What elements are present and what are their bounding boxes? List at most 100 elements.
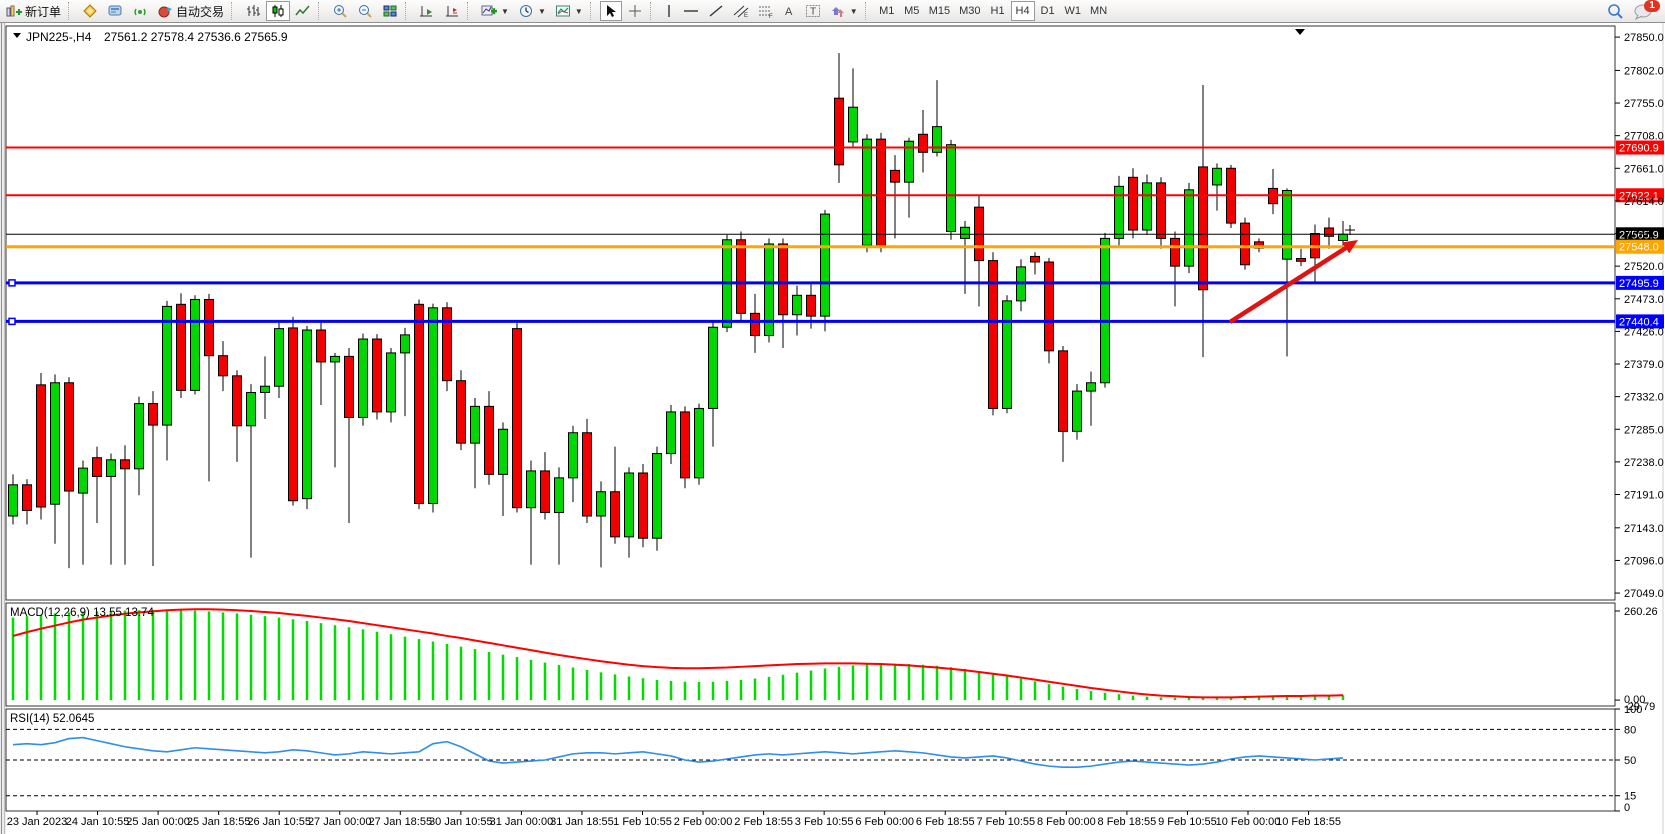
svg-text:27622.1: 27622.1: [1619, 190, 1659, 202]
timeframe-m5-button[interactable]: M5: [900, 1, 924, 21]
bar-chart-icon: [247, 5, 261, 16]
auto-trading-label: 自动交易: [176, 4, 225, 19]
svg-text:260.26: 260.26: [1624, 606, 1658, 618]
vertical-line-tool-button[interactable]: [660, 1, 678, 21]
tile-windows-button[interactable]: [378, 1, 402, 21]
auto-scroll-button[interactable]: [415, 1, 439, 21]
candlestick-icon: [272, 5, 284, 17]
new-order-icon: [6, 5, 22, 17]
fibonacci-tool-button[interactable]: F: [754, 1, 778, 21]
dropdown-caret-icon: ▼: [537, 6, 546, 16]
timeframe-h4-button[interactable]: H4: [1010, 1, 1035, 21]
dropdown-caret-icon: ▼: [574, 6, 583, 16]
svg-text:27473.0: 27473.0: [1624, 294, 1664, 306]
svg-text:A: A: [785, 6, 793, 18]
timeframe-m1-button[interactable]: M1: [875, 1, 899, 21]
svg-text:23 Jan 2023: 23 Jan 2023: [7, 816, 68, 828]
clock-icon: [519, 5, 532, 17]
chart-title: JPN225-,H4: [26, 30, 92, 44]
horizontal-line-27495.9[interactable]: [6, 279, 1615, 287]
zoom-in-icon: [334, 5, 347, 18]
svg-text:27096.0: 27096.0: [1624, 555, 1664, 567]
search-icon: [1608, 4, 1623, 19]
svg-text:27440.4: 27440.4: [1619, 316, 1659, 328]
timeframe-w1-button[interactable]: W1: [1061, 1, 1086, 21]
svg-text:0: 0: [1624, 802, 1630, 814]
dropdown-caret-icon: ▼: [501, 6, 509, 16]
fibonacci-icon: F: [758, 6, 773, 18]
bar-chart-mode-button[interactable]: [241, 1, 265, 21]
signals-button[interactable]: [128, 1, 152, 21]
signal-icon: [134, 8, 146, 16]
mql5-market-button[interactable]: [78, 1, 102, 21]
toolbar-separator: [231, 2, 238, 20]
rsi-line: [12, 736, 1344, 768]
templates-button[interactable]: ▼: [551, 1, 587, 21]
trendline-tool-button[interactable]: [704, 1, 728, 21]
crosshair-tool-button[interactable]: [623, 1, 647, 21]
trend-arrow-annotation[interactable]: [1228, 240, 1358, 324]
indicators-button[interactable]: ▼: [477, 1, 513, 21]
svg-text:27379.0: 27379.0: [1624, 359, 1664, 371]
macd-label: MACD(12,26,9) 13.55 13.74: [10, 607, 154, 619]
toolbar-separator: [649, 2, 657, 20]
notification-badge: 1: [1644, 0, 1660, 12]
svg-text:80: 80: [1624, 724, 1636, 736]
svg-text:10 Feb 00:00: 10 Feb 00:00: [1216, 816, 1281, 828]
svg-text:6 Feb 18:55: 6 Feb 18:55: [916, 816, 975, 828]
toolbar-separator: [467, 2, 474, 20]
chart-shift-icon: [446, 6, 459, 17]
cursor-icon: [606, 5, 616, 17]
timeframe-mn-button[interactable]: MN: [1086, 1, 1111, 21]
svg-text:1 Feb 10:55: 1 Feb 10:55: [613, 816, 672, 828]
new-order-button[interactable]: 新订单: [2, 1, 65, 21]
chat-button[interactable]: 1: [1629, 0, 1660, 21]
svg-text:31 Jan 18:55: 31 Jan 18:55: [550, 816, 614, 828]
svg-text:27565.9: 27565.9: [1619, 229, 1659, 241]
periods-button[interactable]: ▼: [514, 1, 550, 21]
dropdown-caret-icon: ▼: [849, 6, 858, 16]
price-label-27495.9: 27495.9: [1616, 275, 1664, 290]
macd-signal-line: [12, 608, 1344, 699]
rsi-label: RSI(14) 52.0645: [10, 713, 94, 725]
chart-shift-button[interactable]: [440, 1, 464, 21]
svg-text:E: E: [744, 13, 748, 18]
candlestick-series: [8, 53, 1348, 569]
svg-text:27755.0: 27755.0: [1624, 98, 1664, 110]
svg-text:10 Feb 18:55: 10 Feb 18:55: [1276, 816, 1341, 828]
timeframe-h1-button[interactable]: H1: [986, 1, 1010, 21]
candlestick-mode-button[interactable]: [266, 1, 291, 21]
new-order-label: 新订单: [25, 4, 62, 19]
horizontal-line-tool-button[interactable]: [679, 1, 703, 21]
svg-text:27708.0: 27708.0: [1624, 131, 1664, 143]
svg-text:27143.0: 27143.0: [1624, 523, 1664, 535]
zoom-in-button[interactable]: [328, 1, 352, 21]
toolbar-separator: [68, 2, 75, 20]
zoom-out-button[interactable]: [353, 1, 377, 21]
arrows-tool-button[interactable]: ▼: [826, 1, 862, 21]
timeframe-d1-button[interactable]: D1: [1036, 1, 1060, 21]
line-chart-mode-button[interactable]: [291, 1, 315, 21]
svg-text:30 Jan 10:55: 30 Jan 10:55: [429, 816, 493, 828]
horizontal-line-27440.4[interactable]: [6, 317, 1615, 326]
svg-text:25 Jan 00:00: 25 Jan 00:00: [126, 816, 190, 828]
svg-text:T: T: [810, 7, 816, 18]
timeframe-m30-button[interactable]: M30: [955, 1, 984, 21]
text-label-tool-button[interactable]: T: [801, 1, 825, 21]
svg-text:8 Feb 18:55: 8 Feb 18:55: [1098, 816, 1157, 828]
last-price-cross-marker: [1345, 225, 1355, 235]
text-tool-button[interactable]: A: [779, 1, 800, 21]
channel-icon: E: [733, 5, 749, 18]
svg-text:50: 50: [1624, 755, 1636, 767]
text-icon: A: [785, 6, 793, 18]
auto-trading-button[interactable]: 自动交易: [153, 1, 228, 21]
svg-text:2 Feb 00:00: 2 Feb 00:00: [674, 816, 733, 828]
search-button[interactable]: [1602, 1, 1628, 21]
equidistant-channel-tool-button[interactable]: E: [729, 1, 753, 21]
timeframe-m15-button[interactable]: M15: [925, 1, 954, 21]
cursor-tool-button[interactable]: [599, 1, 622, 21]
market-depth-button[interactable]: [103, 1, 127, 21]
